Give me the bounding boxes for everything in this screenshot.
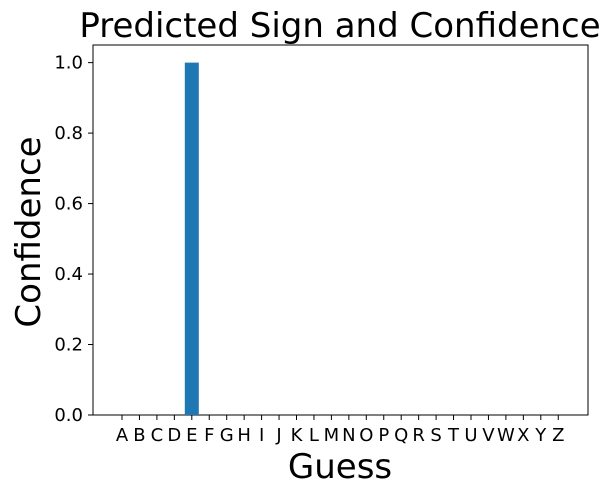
x-tick-label-b: B <box>133 425 145 446</box>
x-tick-label-y: Y <box>534 425 547 446</box>
y-tick-label-0.6: 0.6 <box>54 194 83 215</box>
x-tick-label-k: K <box>291 425 304 446</box>
x-tick-label-j: J <box>275 425 281 446</box>
x-tick-label-t: T <box>447 425 460 446</box>
x-tick-label-d: D <box>167 425 181 446</box>
bar-e <box>184 62 199 415</box>
x-tick-label-i: I <box>259 425 264 446</box>
y-tick-label-1.0: 1.0 <box>54 53 83 74</box>
x-tick-label-f: F <box>204 425 214 446</box>
chart-title: Predicted Sign and Confidence <box>79 6 600 46</box>
plot-frame <box>92 44 589 416</box>
x-tick-label-l: L <box>309 425 319 446</box>
x-tick-label-e: E <box>186 425 197 446</box>
x-tick-label-q: Q <box>394 425 408 446</box>
x-tick-label-c: C <box>151 425 164 446</box>
y-tick-label-0.4: 0.4 <box>54 264 83 285</box>
x-tick-label-g: G <box>220 425 234 446</box>
y-tick-label-0.2: 0.2 <box>54 335 83 356</box>
x-tick-label-x: X <box>517 425 529 446</box>
x-tick-label-o: O <box>359 425 373 446</box>
x-tick-label-v: V <box>482 425 495 446</box>
x-tick-label-p: P <box>378 425 389 446</box>
x-tick-label-r: R <box>412 425 425 446</box>
x-tick-label-a: A <box>116 425 129 446</box>
y-tick-label-0.8: 0.8 <box>54 123 83 144</box>
x-tick-label-z: Z <box>552 425 564 446</box>
x-tick-label-u: U <box>464 425 477 446</box>
x-tick-label-w: W <box>497 425 515 446</box>
x-axis-label: Guess <box>288 447 392 487</box>
bars-group <box>184 62 199 415</box>
x-tick-label-n: N <box>342 425 355 446</box>
x-tick-label-h: H <box>237 425 251 446</box>
x-tick-label-m: M <box>324 425 340 446</box>
y-axis-ticks: 0.0 0.2 0.4 0.6 0.8 1.0 <box>54 53 93 426</box>
y-tick-label-0.0: 0.0 <box>54 405 83 426</box>
plot-area <box>92 44 589 416</box>
y-axis-label: Confidence <box>9 136 49 327</box>
x-tick-label-s: S <box>430 425 441 446</box>
